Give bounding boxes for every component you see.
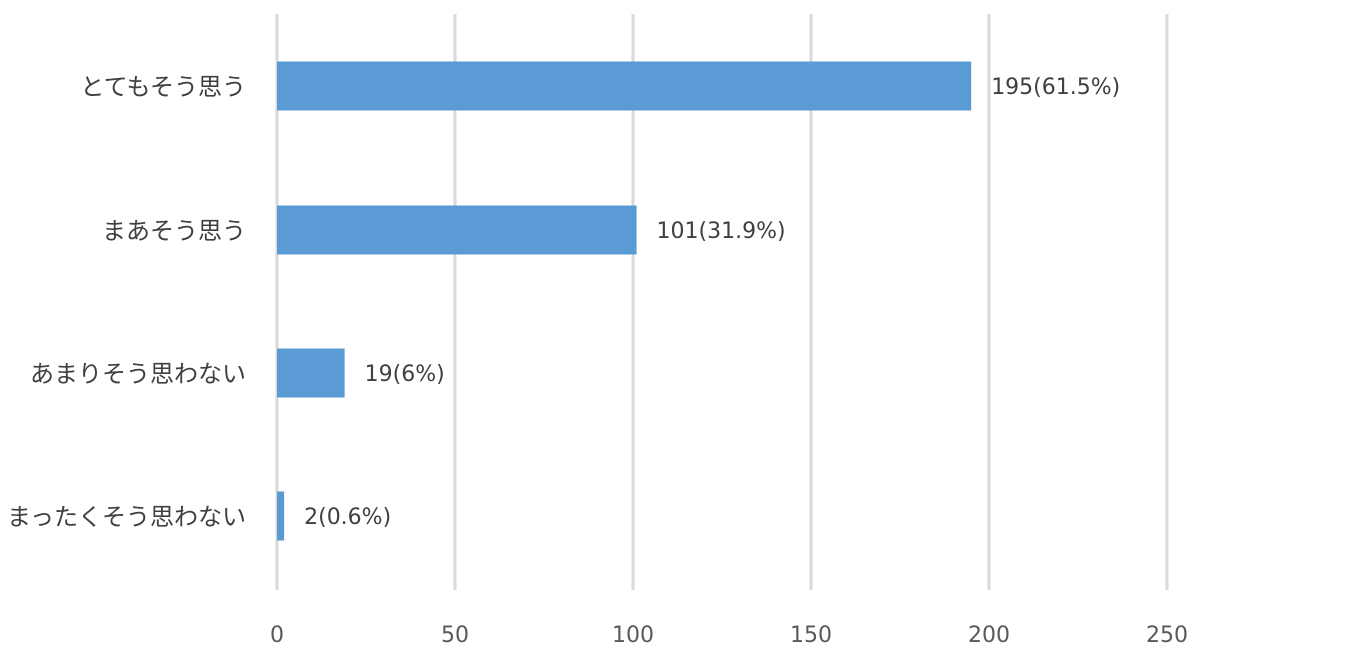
bar (277, 348, 345, 398)
data-label: 19(6%) (365, 362, 445, 387)
category-label: あまりそう思わない (30, 360, 246, 388)
bar (277, 205, 637, 255)
data-label: 195(61.5%) (991, 75, 1120, 100)
bar (277, 491, 285, 541)
category-label: まあそう思う (102, 217, 246, 245)
x-tick-label: 50 (441, 623, 469, 648)
category-label: まったくそう思わない (7, 503, 246, 531)
data-label: 2(0.6%) (304, 505, 391, 530)
x-tick-label: 250 (1146, 623, 1188, 648)
bars (277, 61, 972, 541)
x-tick-label: 0 (270, 623, 284, 648)
data-label: 101(31.9%) (657, 219, 786, 244)
x-tick-label: 100 (612, 623, 654, 648)
data-labels: 195(61.5%) 101(31.9%) 19(6%) 2(0.6%) (304, 75, 1120, 530)
x-tick-label: 200 (968, 623, 1010, 648)
bar (277, 61, 972, 111)
x-axis-tick-labels: 0 50 100 150 200 250 (270, 623, 1188, 648)
category-label: とてもそう思う (80, 73, 246, 101)
x-tick-label: 150 (790, 623, 832, 648)
